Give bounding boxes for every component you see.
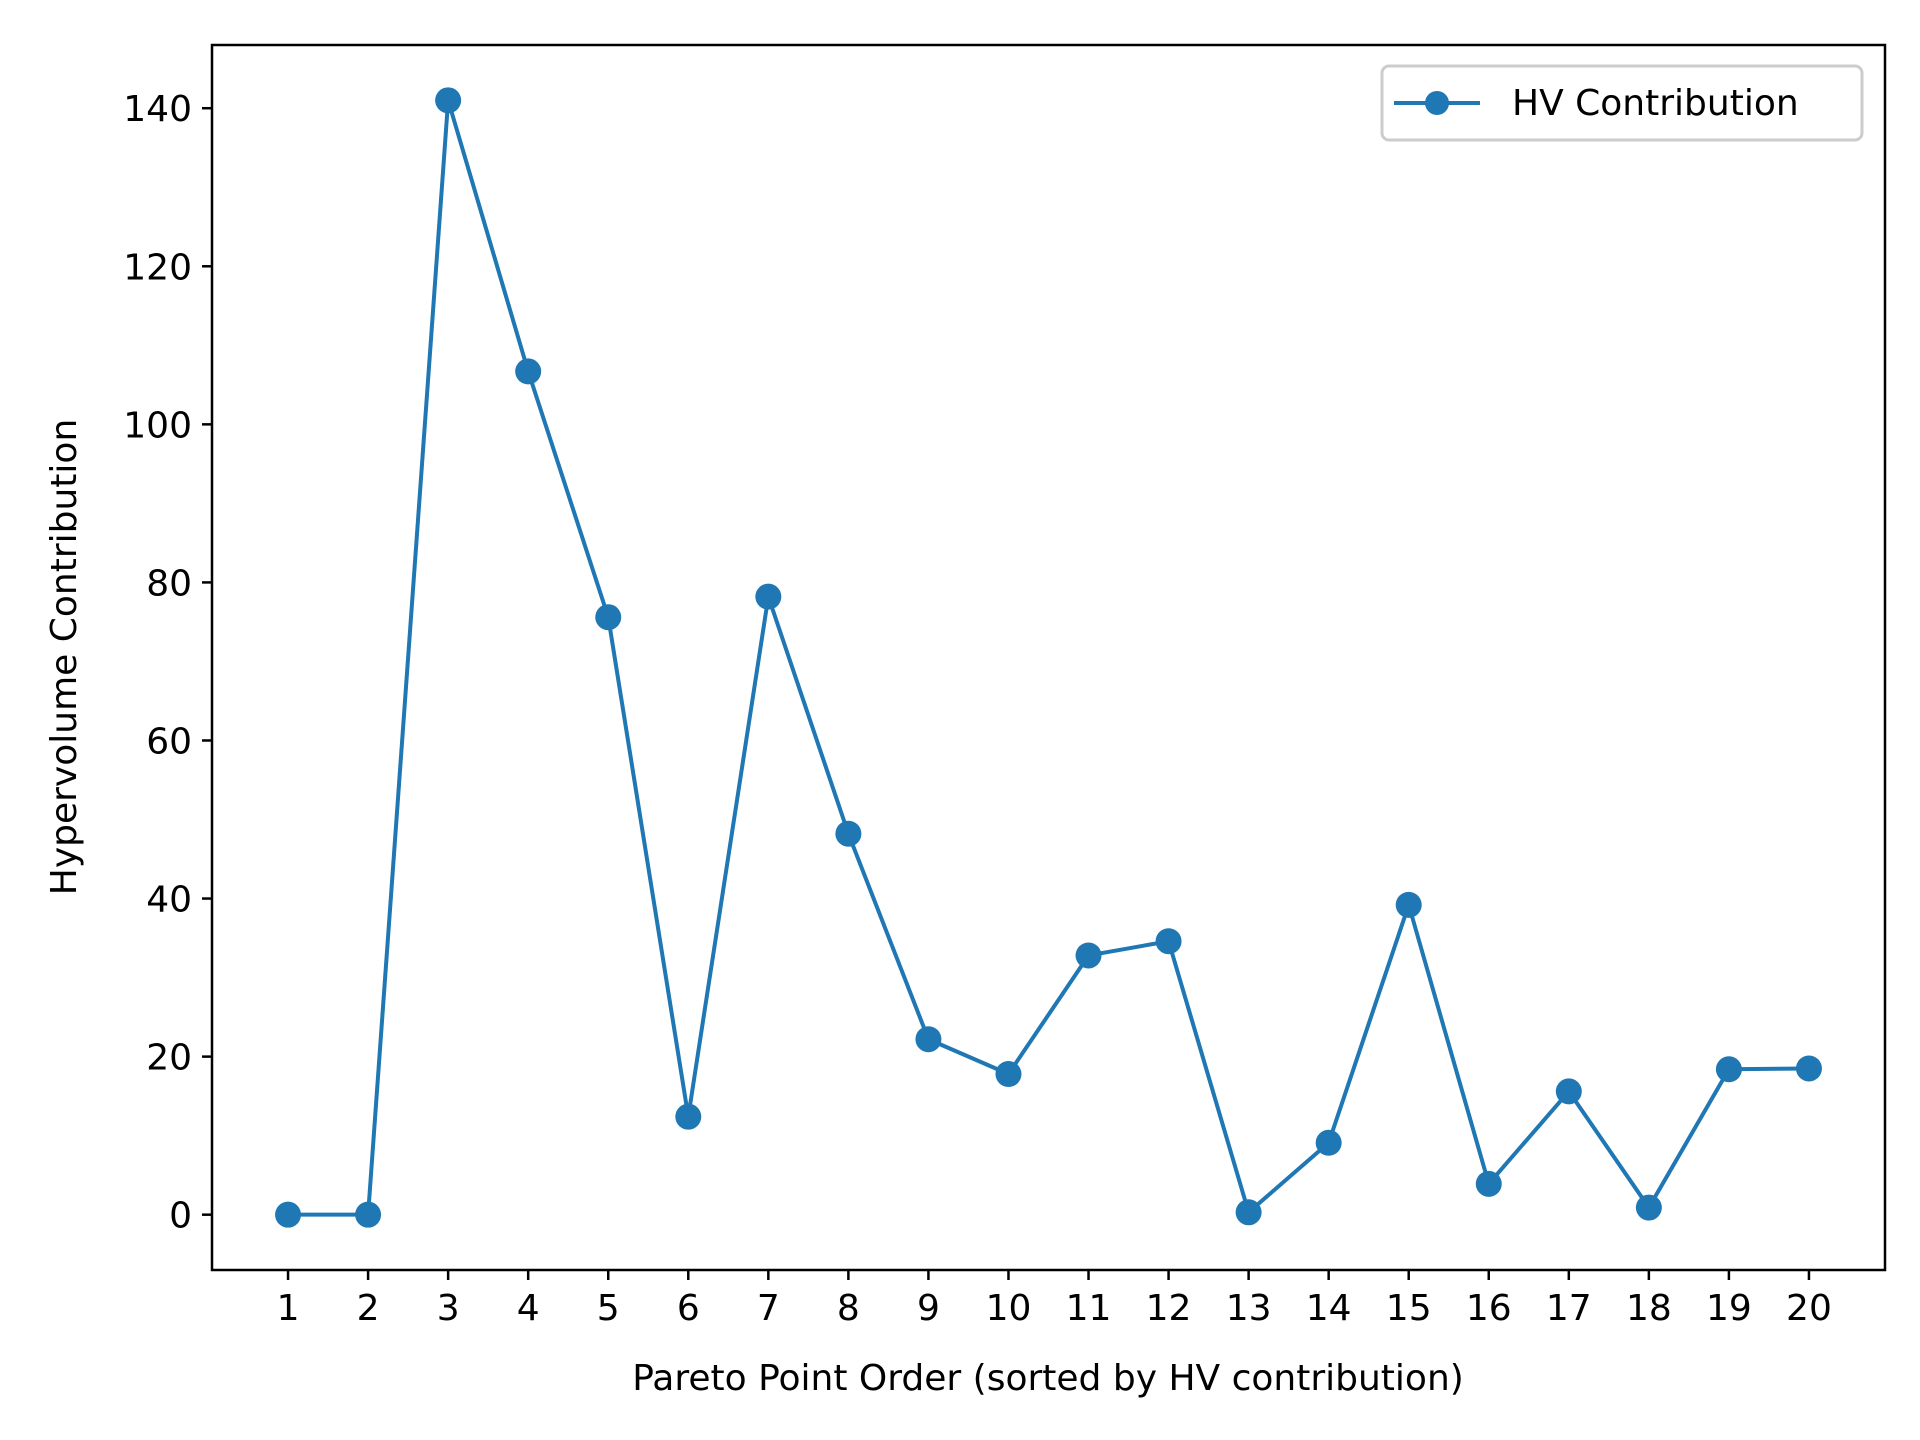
legend-series-marker: [1425, 91, 1449, 115]
legend-box: [1380, 64, 1864, 142]
data-point: [1475, 1170, 1502, 1197]
x-tick-label: 5: [597, 1288, 620, 1329]
x-tick-label: 7: [757, 1288, 780, 1329]
x-axis-label: Pareto Point Order (sorted by HV contrib…: [632, 1358, 1464, 1399]
x-tick-label: 14: [1306, 1288, 1352, 1329]
y-axis-label: Hypervolume Contribution: [44, 419, 85, 896]
data-point: [755, 583, 782, 610]
legend: HV Contribution: [1380, 64, 1864, 142]
x-tick-label: 19: [1706, 1288, 1752, 1329]
data-point: [835, 820, 862, 847]
y-tick-label: 120: [123, 247, 192, 288]
data-point: [1555, 1078, 1582, 1105]
y-tick-label: 60: [146, 721, 192, 762]
y-tick-label: 0: [169, 1196, 192, 1237]
x-tick-label: 4: [517, 1288, 540, 1329]
axes-layer: 1 2 3 4 5 6 7 8 9 10 11 12 13 14 15 16 17 18 19 20020406080…: [123, 43, 1887, 1329]
y-tick-label: 80: [146, 563, 192, 604]
x-tick-label: 18: [1626, 1288, 1672, 1329]
data-point: [275, 1201, 302, 1228]
x-tick-label: 9: [917, 1288, 940, 1329]
x-tick-label: 10: [986, 1288, 1032, 1329]
x-tick-label: 11: [1066, 1288, 1112, 1329]
y-tick-label: 140: [123, 89, 192, 130]
x-tick-label: 16: [1466, 1288, 1512, 1329]
x-tick-label: 1: [277, 1288, 300, 1329]
x-tick-label: 3: [437, 1288, 460, 1329]
data-point: [995, 1061, 1022, 1087]
series-line: [286, 98, 1811, 1217]
plot-layer: [275, 87, 1822, 1228]
x-tick-label: 17: [1546, 1288, 1592, 1329]
data-point: [1315, 1129, 1342, 1156]
x-tick-label: 8: [837, 1288, 860, 1329]
data-point: [1395, 891, 1422, 918]
data-point: [915, 1026, 942, 1053]
x-tick-label: 12: [1146, 1288, 1192, 1329]
data-point: [595, 604, 622, 631]
data-point: [1075, 942, 1102, 969]
y-tick-label: 100: [123, 405, 192, 446]
data-point: [675, 1103, 702, 1130]
data-point: [1635, 1194, 1662, 1221]
data-point: [515, 358, 542, 385]
data-point: [435, 87, 462, 114]
y-tick-label: 40: [146, 880, 192, 921]
x-tick-label: 20: [1786, 1288, 1832, 1329]
x-tick-label: 2: [357, 1288, 380, 1329]
x-tick-label: 13: [1226, 1288, 1272, 1329]
y-tick-label: 20: [146, 1038, 192, 1079]
data-point: [1155, 928, 1182, 955]
x-tick-label: 15: [1386, 1288, 1432, 1329]
x-tick-label: 6: [677, 1288, 700, 1329]
data-point: [1795, 1055, 1822, 1082]
data-point: [1235, 1199, 1262, 1226]
data-point: [355, 1201, 382, 1228]
plot-frame: [210, 43, 1887, 1272]
legend-series-label: HV Contribution: [1512, 83, 1799, 124]
data-point: [1715, 1056, 1742, 1083]
